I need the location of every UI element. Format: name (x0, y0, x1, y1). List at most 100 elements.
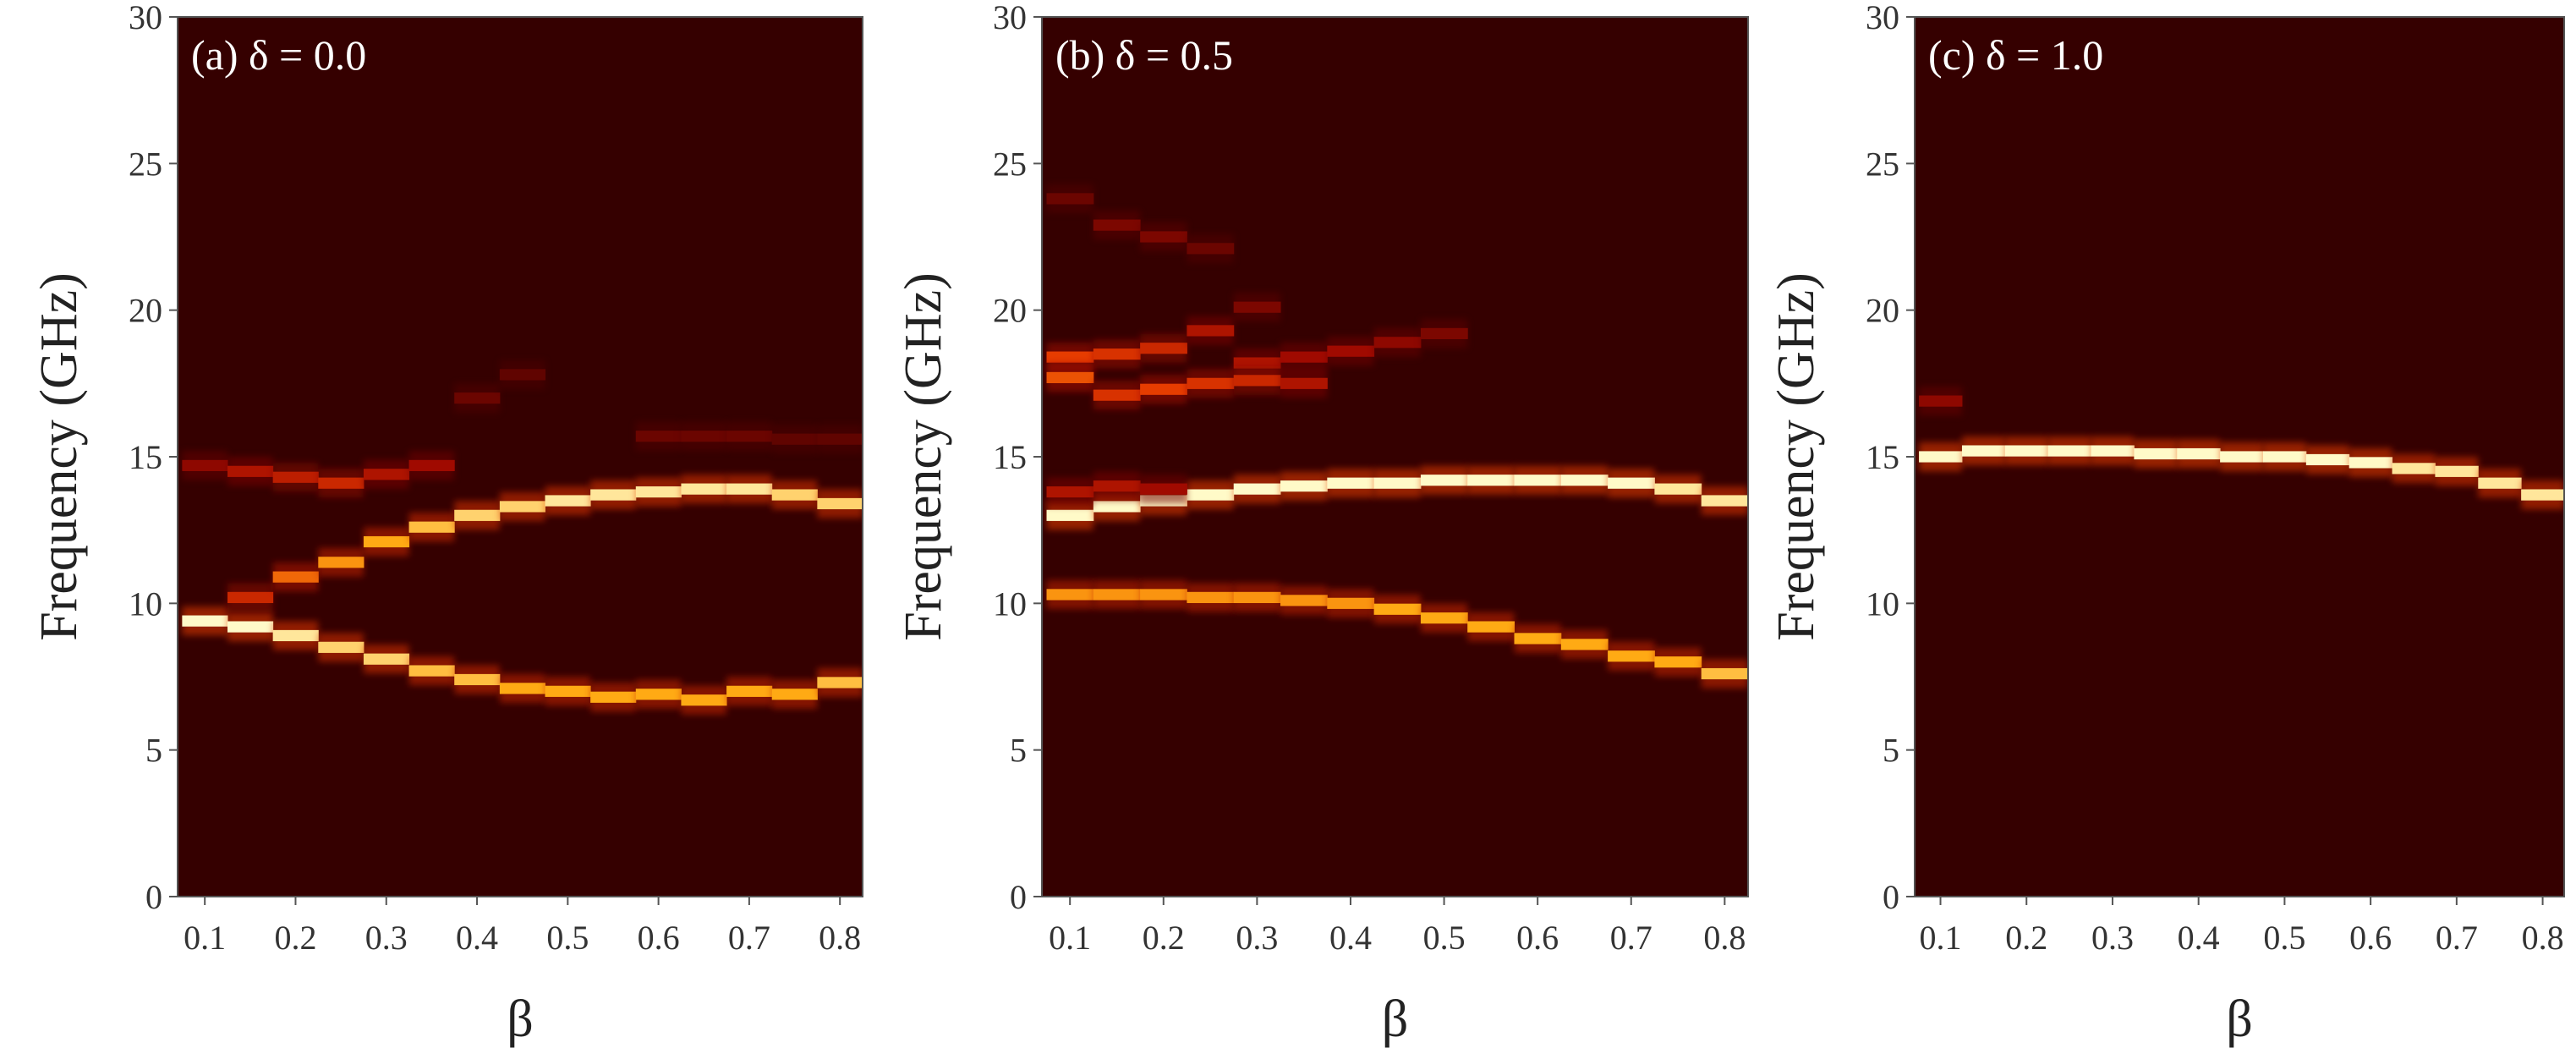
heatmap-cell (1919, 451, 1963, 463)
heatmap-cell (408, 521, 455, 533)
x-tick-label: 0.8 (1703, 919, 1746, 957)
heatmap-cell (817, 677, 863, 689)
heatmap-cell (2091, 445, 2135, 457)
heatmap-cell (590, 489, 637, 501)
heatmap-cell (1654, 483, 1702, 495)
heatmap-cell (1233, 483, 1281, 495)
heatmap-cell (1187, 591, 1235, 603)
heatmap-cell (1280, 351, 1328, 363)
heatmap-cell (771, 433, 818, 445)
heatmap-cell (681, 483, 727, 495)
y-tick-label: 5 (1883, 732, 1899, 770)
heatmap-cell (545, 495, 591, 507)
heatmap-cell (1327, 477, 1375, 489)
x-tick-label: 0.2 (1143, 919, 1185, 957)
heatmap-cell (681, 694, 727, 706)
heatmap-cell (590, 691, 637, 703)
x-tick-label: 0.7 (728, 919, 770, 957)
y-tick-label: 15 (129, 438, 162, 476)
y-tick-label: 0 (145, 878, 162, 916)
heatmap-background (1042, 17, 1748, 897)
heatmap-cell (1093, 219, 1141, 231)
heatmap-cell (1608, 477, 1655, 489)
heatmap-cell (1280, 480, 1328, 492)
heatmap-cell (2004, 445, 2049, 457)
heatmap-cell (635, 486, 682, 498)
heatmap-cell (1373, 337, 1422, 348)
heatmap-cell (1233, 301, 1281, 313)
heatmap-cell (1327, 345, 1375, 357)
heatmap-cell (1093, 389, 1141, 401)
heatmap-cell (2262, 451, 2307, 463)
heatmap-cell (817, 433, 863, 445)
heatmap-cell (318, 477, 364, 489)
heatmap-background (178, 17, 863, 897)
heatmap-cell (272, 471, 319, 483)
y-tick-label: 20 (993, 292, 1027, 330)
heatmap-cell (1420, 327, 1468, 339)
x-tick-label: 0.2 (274, 919, 316, 957)
heatmap-cell (726, 685, 773, 697)
heatmap-cell (454, 673, 501, 686)
x-axis-label: β (507, 990, 534, 1048)
heatmap-cell (318, 641, 364, 653)
y-tick-label: 20 (1866, 292, 1899, 330)
heatmap-cell (1046, 193, 1094, 205)
heatmap-cell (1187, 325, 1235, 337)
panel-title: (a) δ = 0.0 (191, 31, 366, 79)
heatmap-cell (2305, 453, 2350, 466)
panel-title: (c) δ = 1.0 (1928, 31, 2103, 79)
y-tick-label: 0 (1010, 878, 1027, 916)
heatmap-cell (408, 459, 455, 471)
x-axis-label: β (1382, 990, 1409, 1048)
heatmap-cell (2047, 445, 2092, 457)
y-tick-label: 30 (129, 0, 162, 36)
heatmap-cell (771, 489, 818, 501)
heatmap-cell (1140, 231, 1187, 243)
heatmap-cell (363, 535, 410, 548)
heatmap-cell (1280, 377, 1328, 389)
x-tick-label: 0.1 (1049, 919, 1091, 957)
y-tick-label: 30 (993, 0, 1027, 36)
x-tick-label: 0.3 (2091, 919, 2134, 957)
y-axis-label: Frequency (GHz) (1768, 272, 1825, 641)
heatmap-cell (499, 683, 546, 694)
heatmap-cell (1514, 633, 1562, 645)
heatmap-cell (2134, 447, 2178, 460)
heatmap-cell (635, 431, 682, 442)
heatmap-cell (1327, 597, 1375, 609)
heatmap-cell (2435, 465, 2479, 477)
heatmap-cell (1514, 475, 1562, 486)
y-tick-label: 25 (1866, 145, 1899, 183)
panel-title: (b) δ = 0.5 (1055, 31, 1233, 79)
x-tick-label: 0.4 (1329, 919, 1372, 957)
heatmap-cells (182, 359, 863, 715)
x-tick-label: 0.7 (2436, 919, 2478, 957)
panel-c: 0 5 10 15 20 25 30 0.1 0.2 0.3 0.4 0.5 0.6 0.7 0.8 β Fre… (1768, 0, 2565, 1048)
x-axis-label: β (2226, 990, 2253, 1048)
heatmap-cell (1560, 475, 1609, 486)
heatmap-cell (771, 689, 818, 700)
x-tick-label: 0.6 (1516, 919, 1559, 957)
heatmap-cell (1187, 489, 1235, 501)
heatmap-cell (1187, 243, 1235, 255)
y-tick-label: 10 (129, 584, 162, 623)
heatmap-cell (817, 497, 863, 510)
heatmap-cell (2220, 451, 2264, 463)
heatmap-cell (318, 557, 364, 568)
heatmap-cell (272, 571, 319, 583)
heatmap-cell (1961, 445, 2006, 457)
heatmap-cell (1467, 475, 1515, 486)
y-tick-label: 30 (1866, 0, 1899, 36)
heatmap-cell (2392, 463, 2436, 475)
heatmap-cell (272, 629, 319, 642)
heatmap-cells (1919, 387, 2564, 510)
y-axis-label: Frequency (GHz) (895, 272, 952, 641)
heatmap-cell (1140, 483, 1187, 495)
heatmap-cell (1187, 377, 1235, 389)
heatmap-cell (1046, 589, 1094, 601)
heatmap-cell (2521, 489, 2564, 501)
heatmap-cell (1140, 383, 1187, 395)
heatmap-cell (1701, 667, 1748, 680)
x-tick-label: 0.2 (2005, 919, 2047, 957)
